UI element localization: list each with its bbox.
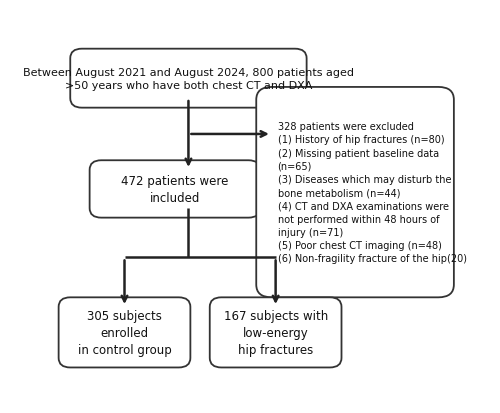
Text: 305 subjects
enrolled
in control group: 305 subjects enrolled in control group (78, 309, 172, 356)
Text: Between August 2021 and August 2024, 800 patients aged
>50 years who have both c: Between August 2021 and August 2024, 800… (23, 67, 354, 90)
Text: 328 patients were excluded
(1) History of hip fractures (n=80)
(2) Missing patie: 328 patients were excluded (1) History o… (278, 122, 466, 263)
FancyBboxPatch shape (210, 298, 342, 368)
FancyBboxPatch shape (58, 298, 190, 368)
FancyBboxPatch shape (256, 88, 454, 298)
FancyBboxPatch shape (70, 50, 306, 108)
FancyBboxPatch shape (90, 161, 260, 218)
Text: 472 patients were
included: 472 patients were included (121, 175, 228, 204)
Text: 167 subjects with
low-energy
hip fractures: 167 subjects with low-energy hip fractur… (224, 309, 328, 356)
